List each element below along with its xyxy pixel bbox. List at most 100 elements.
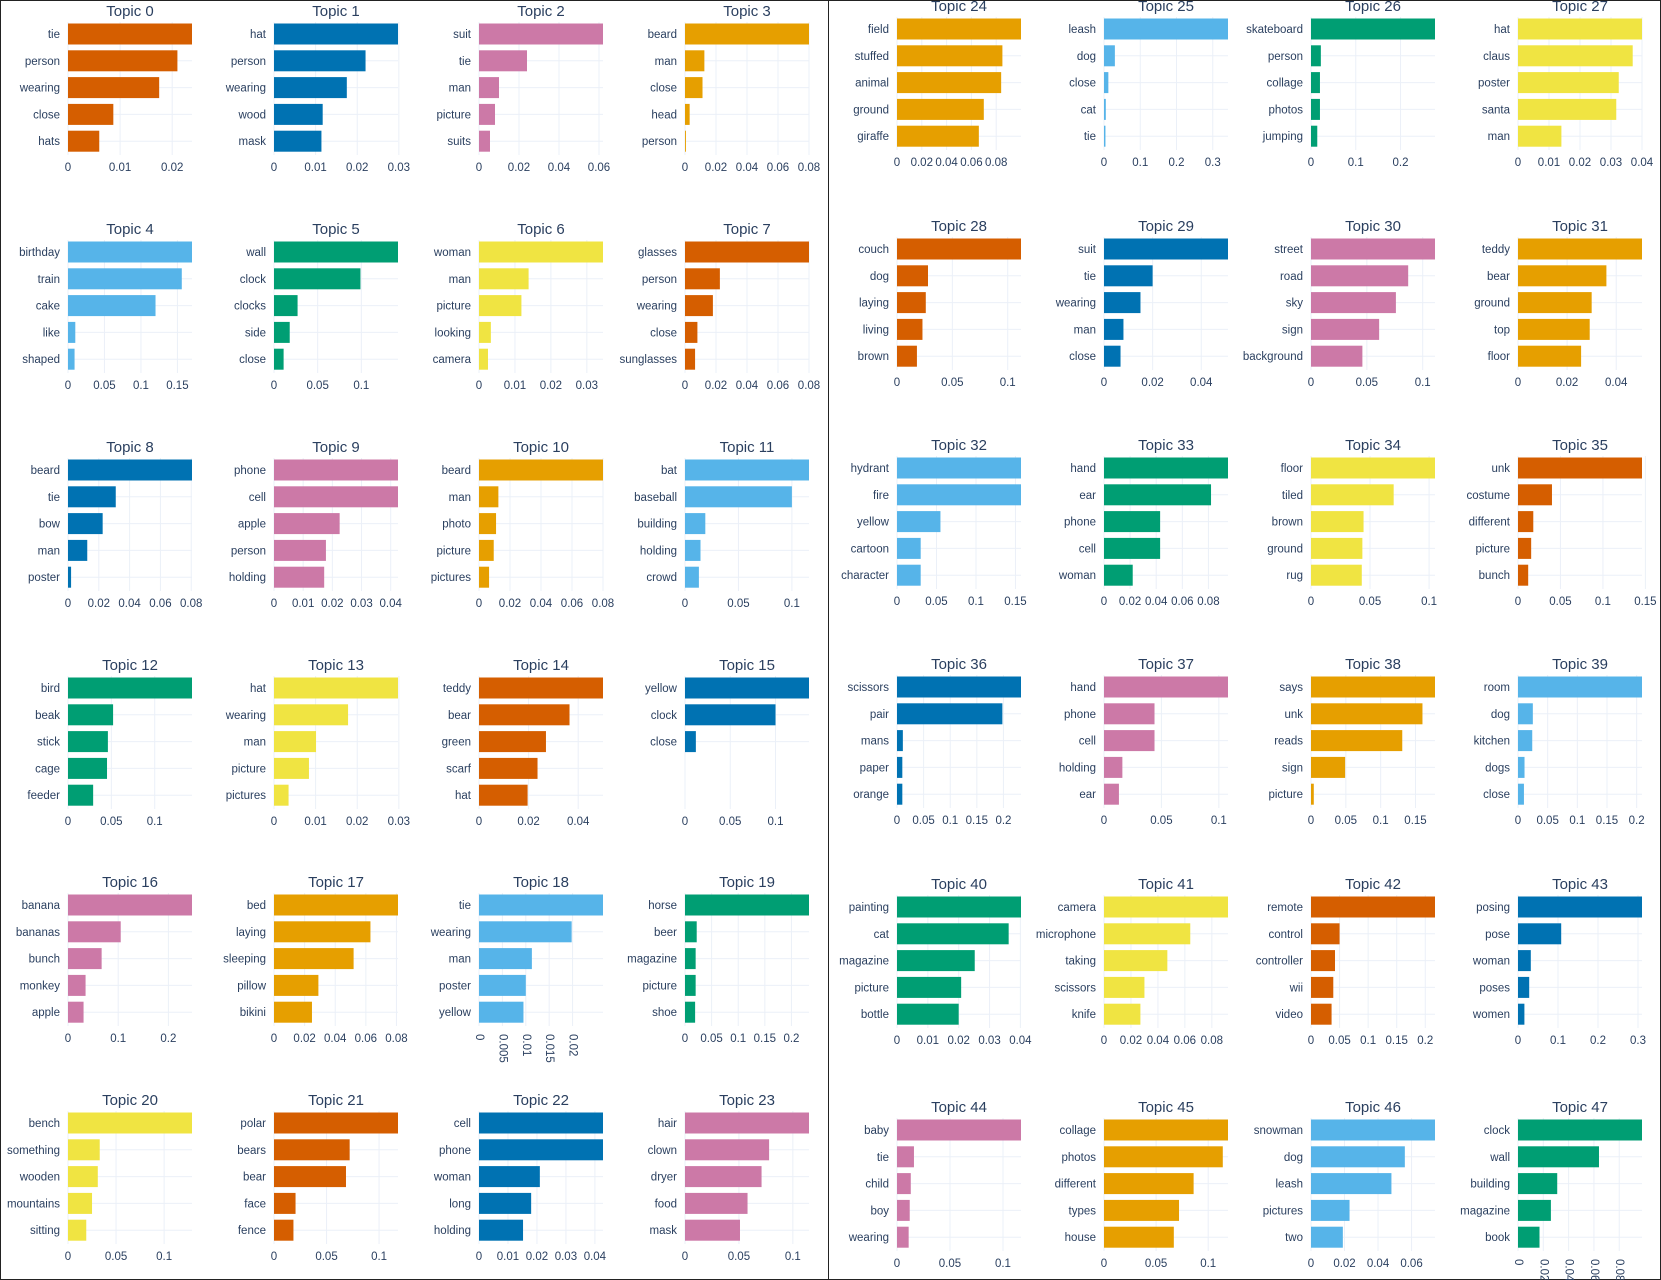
topic-16-label-banana: banana: [22, 900, 61, 912]
topic-13-tick-label: 0.02: [346, 816, 368, 828]
topic-27-tick-label: 0.04: [1631, 157, 1654, 169]
topic-40-label-magazine: magazine: [839, 956, 889, 968]
topic-37-bar-hand: [1104, 676, 1228, 698]
topic-38-label-reads: reads: [1274, 736, 1303, 748]
topic-38-bar-picture: [1311, 783, 1314, 805]
topic-5-bar-side: [274, 321, 290, 343]
topic-41-bar-knife: [1104, 1003, 1141, 1025]
topic-14-label-bear: bear: [448, 710, 471, 722]
topic-32-bar-cartoon: [897, 537, 921, 559]
topic-36-tick-label: 0.1: [942, 815, 958, 827]
topic-35-bar-bunch: [1518, 564, 1529, 586]
topic-3-tick-label: 0.04: [736, 162, 759, 174]
topic-23-label-food: food: [655, 1198, 677, 1210]
topic-24-bar-field: [897, 18, 1021, 40]
topic-36-bar-scissors: [897, 676, 1021, 698]
topic-37-bar-phone: [1104, 703, 1155, 725]
topic-18-tick-label: 0.02: [567, 1034, 579, 1056]
topic-23-bar-hair: [685, 1112, 809, 1134]
topic-0-label-close: close: [33, 109, 60, 121]
topic-8-tick-label: 0: [65, 598, 71, 610]
topic-39-label-dogs: dogs: [1485, 762, 1510, 774]
topic-46-label-two: two: [1285, 1232, 1303, 1244]
topic-21-bar-bears: [274, 1139, 350, 1161]
topic-43-bar-woman: [1518, 950, 1531, 972]
topic-26-label-photos: photos: [1268, 104, 1303, 116]
topic-18-label-man: man: [449, 954, 471, 966]
topic-10-label-man: man: [449, 492, 471, 504]
topic-9-tick-label: 0.03: [350, 598, 372, 610]
topic-34-bar-rug: [1311, 564, 1362, 586]
topic-37-bar-ear: [1104, 783, 1119, 805]
topic-35-title: Topic 35: [1552, 437, 1608, 454]
topic-32-title: Topic 32: [931, 437, 987, 454]
topic-46-tick-label: 0.06: [1400, 1258, 1422, 1270]
topic-27-label-man: man: [1488, 131, 1510, 143]
topic-1-tick-label: 0.01: [304, 162, 326, 174]
topic-45-tick-label: 0.1: [1200, 1258, 1216, 1270]
topic-24-label-giraffe: giraffe: [857, 131, 889, 143]
topic-3-label-beard: beard: [648, 29, 677, 41]
topic-37-title: Topic 37: [1138, 656, 1194, 673]
topic-23-title: Topic 23: [719, 1092, 775, 1109]
topic-22-tick-label: 0.03: [555, 1251, 577, 1263]
topic-16-bar-banana: [68, 894, 192, 916]
topic-10-bar-photo: [479, 513, 497, 535]
topic-11-bar-baseball: [685, 486, 792, 508]
topic-5-title: Topic 5: [312, 221, 360, 238]
topic-21-tick-label: 0: [271, 1251, 277, 1263]
topic-20-bar-wooden: [68, 1166, 98, 1188]
topic-39-tick-label: 0.2: [1629, 815, 1645, 827]
topic-42-label-remote: remote: [1267, 902, 1303, 914]
topic-14-tick-label: 0.02: [517, 816, 539, 828]
topic-32-label-fire: fire: [873, 490, 889, 502]
topic-36-tick-label: 0: [894, 815, 900, 827]
topic-40-bar-bottle: [897, 1003, 959, 1025]
topic-46-bar-dog: [1311, 1146, 1405, 1168]
topic-47-bar-book: [1518, 1226, 1540, 1248]
topic-30-bar-sign: [1311, 318, 1380, 340]
topic-29-label-wearing: wearing: [1055, 298, 1096, 310]
topic-21-label-polar: polar: [240, 1118, 266, 1130]
topic-22-label-holding: holding: [434, 1225, 471, 1237]
topic-33-bar-ear: [1104, 484, 1212, 506]
topic-35-label-bunch: bunch: [1479, 570, 1510, 582]
topic-46-tick-label: 0: [1308, 1258, 1314, 1270]
topic-47-label-magazine: magazine: [1460, 1205, 1510, 1217]
topic-23-bar-mask: [685, 1219, 740, 1241]
topic-26-label-jumping: jumping: [1262, 131, 1303, 143]
topic-10-bar-pictures: [479, 566, 490, 588]
topic-2-bar-suit: [479, 23, 603, 45]
topic-34-label-floor: floor: [1281, 463, 1304, 475]
topic-40-label-bottle: bottle: [861, 1009, 889, 1021]
topic-46-tick-label: 0.04: [1367, 1258, 1390, 1270]
topic-1-label-wearing: wearing: [225, 83, 266, 95]
topic-36-bar-paper: [897, 756, 903, 778]
topic-10-tick-label: 0.04: [530, 598, 553, 610]
topic-23-tick-label: 0.05: [728, 1251, 750, 1263]
topic-35-bar-costume: [1518, 484, 1552, 506]
topic-2-tick-label: 0.02: [508, 162, 530, 174]
topic-35-bar-different: [1518, 511, 1534, 533]
topic-39-bar-dogs: [1518, 756, 1525, 778]
topic-3-tick-label: 0.06: [767, 162, 789, 174]
topic-13-tick-label: 0: [271, 816, 277, 828]
topic-22-label-woman: woman: [433, 1172, 471, 1184]
topic-23-tick-label: 0.1: [785, 1251, 801, 1263]
topic-15-label-yellow: yellow: [645, 683, 678, 695]
topic-36-bar-pair: [897, 703, 1003, 725]
topic-30-tick-label: 0.05: [1356, 377, 1378, 389]
topic-43-title: Topic 43: [1552, 876, 1608, 893]
topic-19-title: Topic 19: [719, 874, 775, 891]
topic-6-label-camera: camera: [433, 354, 472, 366]
topic-24-bar-giraffe: [897, 125, 979, 147]
topic-2-tick-label: 0: [476, 162, 482, 174]
topic-25-tick-label: 0: [1101, 157, 1107, 169]
topic-8-label-beard: beard: [31, 465, 60, 477]
topic-10-title: Topic 10: [513, 439, 569, 456]
topic-19-label-magazine: magazine: [627, 954, 677, 966]
topic-19-tick-label: 0.05: [700, 1033, 722, 1045]
topic-8-title: Topic 8: [106, 439, 154, 456]
topic-1-label-person: person: [231, 56, 266, 68]
